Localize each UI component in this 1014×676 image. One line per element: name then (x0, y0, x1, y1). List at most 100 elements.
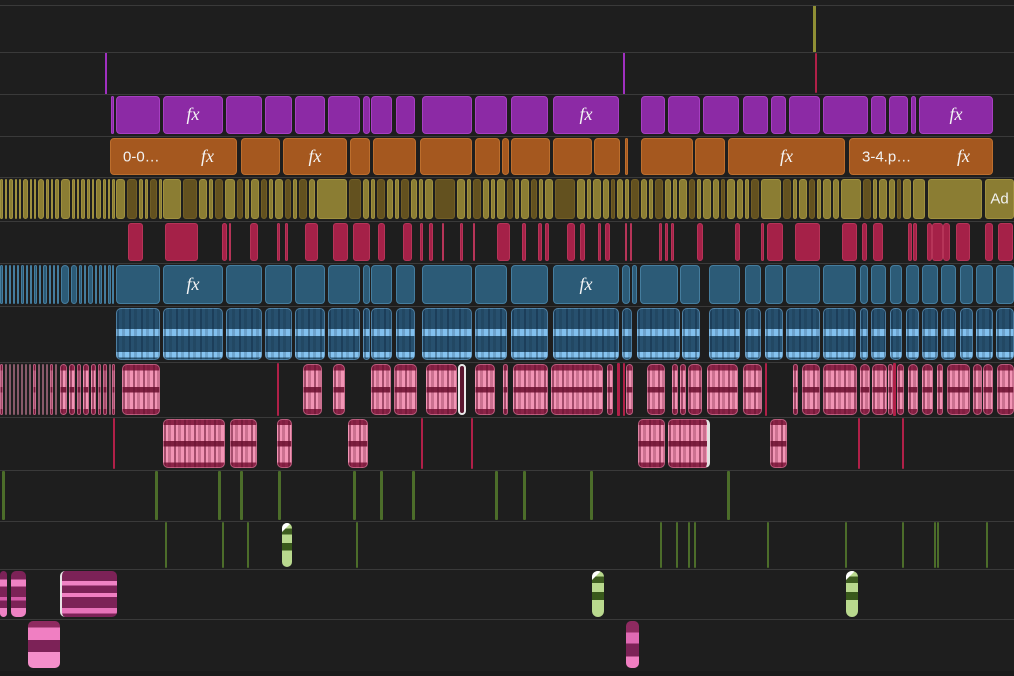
clip-wave-blue[interactable] (553, 308, 619, 360)
clip-olive[interactable] (19, 179, 21, 219)
clip-purple[interactable] (641, 96, 665, 134)
clip-teal[interactable] (112, 265, 114, 304)
clip-orange[interactable] (625, 138, 628, 175)
clip-wave-blue[interactable] (906, 308, 919, 360)
clip-olive-d[interactable] (783, 179, 791, 219)
clip-teal[interactable] (511, 265, 548, 304)
clip-wave-pink[interactable] (42, 364, 44, 415)
clip-crimson[interactable] (665, 223, 668, 261)
clip-wave-pink[interactable] (503, 364, 508, 415)
clip-wave-blue[interactable] (682, 308, 700, 360)
clip-wave-pink[interactable] (922, 364, 933, 415)
clip-crimson[interactable] (250, 223, 258, 261)
clip-stripe-magenta[interactable] (11, 571, 26, 617)
clip-wave-blue[interactable] (422, 308, 472, 360)
clip-olive[interactable] (703, 179, 711, 219)
clip-olive[interactable] (92, 179, 94, 219)
clip-crimson[interactable] (767, 223, 783, 261)
clip-wave-pink[interactable] (348, 419, 368, 468)
clip-crimson[interactable] (497, 223, 510, 261)
clip-teal[interactable] (95, 265, 97, 304)
clip-teal[interactable] (632, 265, 637, 304)
clip-wave-pink[interactable] (0, 364, 3, 415)
clip-wave-blue[interactable] (922, 308, 938, 360)
clip-wave-pink[interactable] (513, 364, 548, 415)
clip-olive[interactable] (761, 179, 781, 219)
clip-olive[interactable] (363, 179, 369, 219)
clip-olive[interactable] (483, 179, 489, 219)
clip-crimson[interactable] (630, 223, 632, 261)
marker-red-line[interactable] (858, 418, 860, 469)
clip-crimson[interactable] (927, 223, 932, 261)
clip-olive[interactable] (5, 179, 7, 219)
clip-olive-d[interactable] (897, 179, 901, 219)
clip-olive[interactable] (116, 179, 125, 219)
marker-red-line[interactable] (277, 363, 279, 416)
marker-red-line[interactable] (815, 53, 817, 93)
clip-orange[interactable] (420, 138, 472, 175)
clip-olive[interactable] (34, 179, 36, 219)
clip-purple[interactable] (328, 96, 360, 134)
clip-crimson[interactable] (761, 223, 764, 261)
clip-olive[interactable] (491, 179, 495, 219)
clip-olive[interactable] (665, 179, 671, 219)
clip-teal[interactable] (976, 265, 993, 304)
clip-olive[interactable] (199, 179, 207, 219)
clip-wave-pink[interactable] (743, 364, 762, 415)
clip-olive-d[interactable] (655, 179, 663, 219)
clip-teal[interactable] (26, 265, 28, 304)
clip-wave-pink[interactable] (98, 364, 101, 415)
clip-wave-pink[interactable] (91, 364, 96, 415)
clip-wave-pink[interactable] (33, 364, 36, 415)
clip-crimson[interactable] (598, 223, 601, 261)
clip-olive[interactable] (545, 179, 553, 219)
marker-green-line[interactable] (727, 471, 730, 520)
clip-olive[interactable] (641, 179, 647, 219)
clip-olive-d[interactable] (127, 179, 137, 219)
marker-green-line[interactable] (247, 522, 249, 568)
clip-purple[interactable] (789, 96, 820, 134)
clip-wave-pink[interactable] (626, 364, 633, 415)
clip-crimson[interactable] (795, 223, 820, 261)
clip-crimson[interactable] (128, 223, 143, 261)
marker-green-line[interactable] (934, 522, 936, 568)
clip-olive[interactable] (873, 179, 877, 219)
clip-teal[interactable] (226, 265, 262, 304)
clip-wave-blue[interactable] (786, 308, 820, 360)
clip-purple[interactable]: fx (553, 96, 619, 134)
clip-olive-d[interactable] (435, 179, 455, 219)
clip-olive[interactable] (617, 179, 623, 219)
clip-teal[interactable]: fx (553, 265, 619, 304)
clip-wave-pink[interactable] (770, 419, 787, 468)
clip-teal[interactable] (116, 265, 160, 304)
clip-teal[interactable] (49, 265, 51, 304)
clip-olive[interactable] (521, 179, 529, 219)
clip-stripe-pink[interactable] (28, 621, 60, 668)
clip-wave-blue[interactable] (765, 308, 783, 360)
clip-wave-pink[interactable] (394, 364, 417, 415)
clip-olive[interactable] (467, 179, 471, 219)
clip-purple[interactable] (295, 96, 325, 134)
clip-wave-pink[interactable] (13, 364, 15, 415)
clip-olive[interactable] (61, 179, 70, 219)
clip-olive[interactable] (77, 179, 79, 219)
clip-wave-pink[interactable] (647, 364, 665, 415)
clip-olive[interactable] (593, 179, 601, 219)
clip-orange[interactable] (241, 138, 280, 175)
marker-green-line[interactable] (222, 522, 224, 568)
clip-crimson[interactable] (862, 223, 867, 261)
clip-teal[interactable] (57, 265, 59, 304)
clip-olive[interactable] (112, 179, 115, 219)
clip-wave-blue[interactable] (163, 308, 223, 360)
clip-wave-pink[interactable] (823, 364, 857, 415)
clip-olive-d[interactable] (531, 179, 537, 219)
clip-teal[interactable] (21, 265, 24, 304)
clip-wave-pink[interactable] (680, 364, 686, 415)
clip-stripe-green[interactable] (592, 571, 604, 617)
clip-teal[interactable] (39, 265, 41, 304)
clip-wave-blue[interactable] (295, 308, 325, 360)
marker-red-line[interactable] (421, 418, 423, 469)
marker-green-line[interactable] (902, 522, 904, 568)
clip-olive[interactable] (425, 179, 433, 219)
clip-teal[interactable] (363, 265, 370, 304)
